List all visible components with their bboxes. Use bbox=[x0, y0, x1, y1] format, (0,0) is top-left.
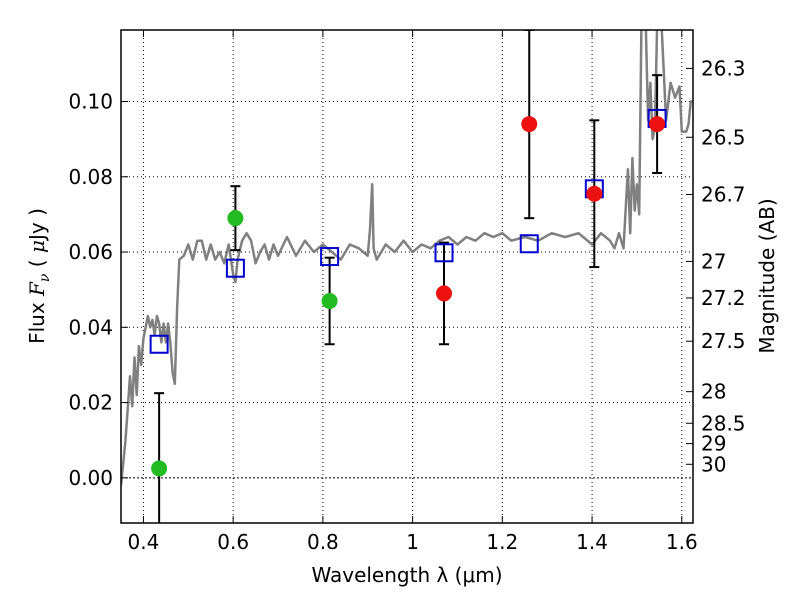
synthetic-photometry-square bbox=[519, 234, 539, 254]
y-axis-label-subscript: ν bbox=[37, 273, 53, 282]
plot-background bbox=[121, 30, 693, 523]
x-tick-label: 1.6 bbox=[666, 530, 698, 554]
magnitude-axis-label: Magnitude (AB) bbox=[755, 198, 779, 353]
magnitude-tick-label: 30 bbox=[701, 452, 726, 476]
magnitude-tick-label: 26.5 bbox=[701, 125, 746, 149]
x-tick-label: 1.4 bbox=[576, 530, 608, 554]
magnitude-tick-label: 26.3 bbox=[701, 56, 746, 80]
plot-area bbox=[120, 29, 694, 524]
y-axis-label-symbol: F bbox=[25, 281, 49, 297]
green-detection-point bbox=[227, 210, 244, 227]
synthetic-photometry-square bbox=[149, 334, 169, 354]
magnitude-tick-label: 28 bbox=[701, 380, 726, 404]
red-detection-point bbox=[586, 185, 603, 202]
x-tick-label: 1.2 bbox=[486, 530, 518, 554]
x-axis-label: Wavelength λ (μm) bbox=[311, 563, 502, 587]
y-axis-label-text: Flux bbox=[25, 296, 49, 344]
x-tick-label: 0.6 bbox=[217, 530, 249, 554]
x-tick-label: 1 bbox=[406, 530, 419, 554]
y-axis-label-unit-open: ( bbox=[25, 253, 49, 274]
y-axis-label: Flux Fν ( μJy ) bbox=[25, 208, 53, 344]
x-tick-label: 0.4 bbox=[128, 530, 160, 554]
red-detection-point bbox=[521, 116, 538, 133]
synthetic-photometry-square bbox=[434, 243, 454, 263]
y-tick-label: 0.00 bbox=[68, 466, 113, 490]
model-spectrum-layer bbox=[121, 30, 693, 486]
y-tick-label: 0.04 bbox=[68, 315, 113, 339]
magnitude-tick-label: 26.7 bbox=[701, 182, 746, 206]
synthetic-photometry-square bbox=[225, 258, 245, 278]
green-detection-point bbox=[151, 460, 168, 477]
detection-layer bbox=[151, 116, 666, 477]
x-axis-ticks: 0.4 0.6 0.8 1 1.2 1.4 1.6 bbox=[128, 30, 698, 554]
y-tick-label: 0.08 bbox=[68, 165, 113, 189]
y-tick-label: 0.10 bbox=[68, 90, 113, 114]
magnitude-tick-label: 29 bbox=[701, 432, 726, 456]
synthetic-photometry-square bbox=[320, 247, 340, 267]
model-spectrum-line bbox=[121, 30, 693, 486]
y-tick-label: 0.02 bbox=[68, 391, 113, 415]
plot-frame bbox=[120, 29, 694, 524]
magnitude-tick-label: 28.5 bbox=[701, 411, 746, 435]
x-tick-label: 0.8 bbox=[307, 530, 339, 554]
y-tick-label: 0.06 bbox=[68, 240, 113, 264]
green-detection-point bbox=[321, 292, 338, 309]
red-detection-point bbox=[436, 285, 453, 302]
magnitude-tick-label: 27.5 bbox=[701, 329, 746, 353]
magnitude-tick-label: 27 bbox=[701, 249, 726, 273]
y-axis-label-unit-mu: μ bbox=[25, 240, 49, 253]
y-axis-ticks: 0.00 0.02 0.04 0.06 0.08 0.10 bbox=[68, 90, 128, 490]
red-detection-point bbox=[649, 116, 666, 133]
grid bbox=[121, 30, 693, 523]
y-axis-label-unit-close: Jy ) bbox=[25, 208, 49, 242]
magnitude-tick-label: 27.2 bbox=[701, 286, 746, 310]
